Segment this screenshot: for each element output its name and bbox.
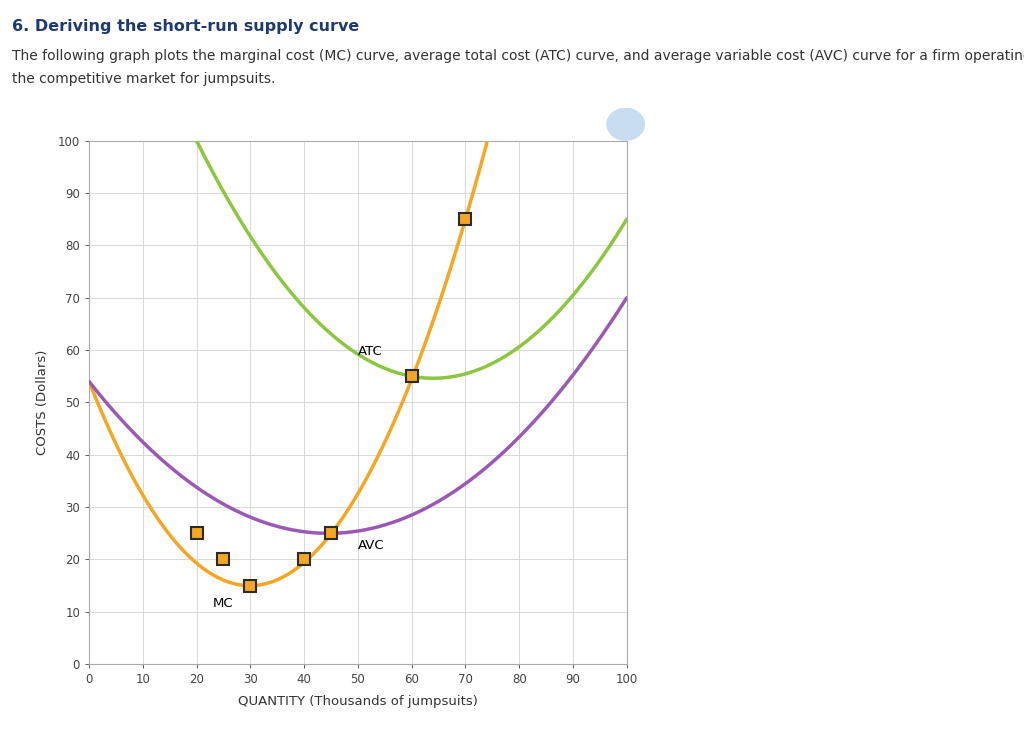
Text: ATC: ATC bbox=[358, 346, 383, 358]
Text: ?: ? bbox=[621, 115, 631, 133]
Circle shape bbox=[607, 108, 644, 140]
Text: the competitive market for jumpsuits.: the competitive market for jumpsuits. bbox=[12, 72, 275, 86]
X-axis label: QUANTITY (Thousands of jumpsuits): QUANTITY (Thousands of jumpsuits) bbox=[238, 694, 478, 708]
Text: MC: MC bbox=[213, 596, 233, 610]
Text: 6. Deriving the short-run supply curve: 6. Deriving the short-run supply curve bbox=[12, 19, 359, 34]
Text: AVC: AVC bbox=[358, 539, 385, 552]
Text: The following graph plots the marginal cost (MC) curve, average total cost (ATC): The following graph plots the marginal c… bbox=[12, 49, 1024, 63]
Y-axis label: COSTS (Dollars): COSTS (Dollars) bbox=[37, 350, 49, 455]
